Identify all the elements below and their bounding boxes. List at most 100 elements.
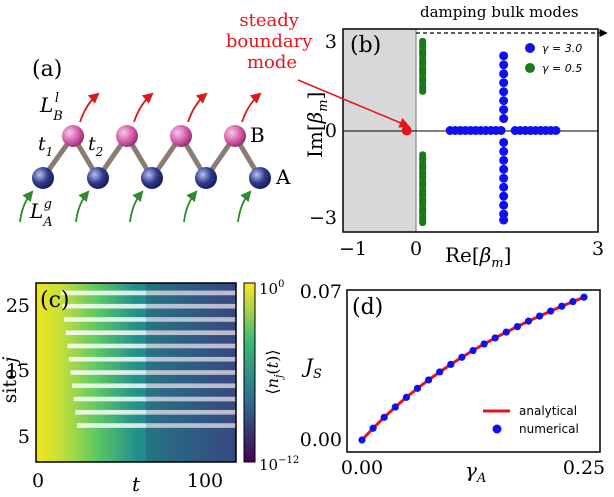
c-ylabel: site j [0,357,21,404]
d-numerical-point-4 [402,393,410,401]
d-ytick-007: 0.07 [300,281,342,303]
loss-arrows [79,92,262,123]
site-b-1 [62,125,84,147]
d-numerical-point-2 [380,413,388,421]
b-point-gamma30-10 [496,126,506,135]
b-plot-frame [342,28,599,233]
c-stripe-site-18 [67,343,236,349]
b-point-gamma30-27 [499,114,509,124]
site-a-2 [87,167,109,189]
steady-annotation: steady boundary mode [226,10,318,73]
b-point-gamma05-2 [419,55,427,68]
b-legend-label-green: γ = 0.5 [542,62,582,75]
c-panel-label: (c) [40,288,70,313]
c-colorbar-bottom-tick: 10−12 [259,455,299,474]
t2-label: t2 [88,133,103,159]
b-ytick-neg3: −3 [309,207,337,229]
c-stripe-site-22 [64,317,236,322]
b-xlabel: Re[βm] [445,243,511,271]
b-point-gamma05-1 [419,46,427,59]
b-legend-marker-blue [525,43,535,53]
d-numerical-point-8 [447,360,455,368]
numerical-points [358,293,588,444]
b-legend: γ = 3.0 γ = 0.5 [525,42,582,75]
b-point-gamma30-20 [499,51,509,61]
d-y-ticks: 0.07 0.00 [300,281,342,451]
c-plot-frame [35,282,237,463]
steady-annotation-line2: boundary [226,31,313,52]
d-ytick-000: 0.00 [300,429,342,451]
d-ylabel: JS [301,354,322,382]
panel-d: (d) 0.07 0.00 0.00 0.25 γA JS analytical… [300,281,605,486]
c-heatmap-stripes [60,283,237,462]
b-point-gamma30-35 [499,200,509,210]
d-numerical-point-16 [536,312,544,320]
d-xlabel: γA [465,458,486,486]
b-point-gamma30-30 [499,155,509,165]
c-stripe-site-10 [73,396,236,402]
c-colorbar-top-tick: 100 [259,279,284,298]
b-point-gamma05-12 [419,205,427,218]
gain-arrow-3 [129,190,144,223]
site-a-label: A [275,165,291,189]
c-y-ticks: 25 15 5 [6,295,30,448]
c-ytick-25: 25 [6,295,30,317]
site-b-label: B [250,123,265,147]
b-xtick-3: 3 [592,238,604,260]
c-stripe-site-16 [68,356,236,362]
d-numerical-point-7 [436,368,444,376]
b-xtick-neg1: −1 [339,238,367,260]
d-numerical-point-0 [358,436,366,444]
b-point-gamma30-23 [499,78,509,88]
b-xtick-0: 0 [410,238,422,260]
steady-annotation-line1: steady [239,10,299,31]
c-stripe-site-24 [62,303,237,309]
steady-annotation-arrow [297,79,410,128]
loss-arrow-3 [187,92,208,123]
d-numerical-point-13 [502,328,510,336]
d-numerical-point-17 [547,307,555,315]
d-numerical-point-5 [413,384,422,392]
b-point-gamma30-22 [499,69,509,79]
b-point-gamma05-6 [419,151,427,164]
steady-annotation-line3: mode [247,52,297,73]
panel-c: (c) 25 15 5 0 100 t site j 100 10−12 ⟨nj… [0,279,299,496]
b-ytick-3: 3 [325,31,337,53]
site-a-1 [32,167,54,189]
site-b-3 [170,125,192,147]
d-legend: analytical numerical [483,404,579,436]
b-point-gamma30-33 [499,182,509,192]
b-scatter-points [419,37,561,227]
d-numerical-point-10 [469,346,477,355]
b-point-gamma05-13 [419,214,427,227]
c-stripe-site-12 [72,383,236,389]
site-a-4 [195,167,217,189]
b-point-gamma30-32 [499,173,509,183]
d-numerical-point-20 [580,293,588,301]
b-x-ticks: −1 0 3 [339,238,604,260]
panel-a: (a) [19,57,291,230]
c-stripe-site-26 [60,290,236,296]
c-stripe-site-6 [76,423,236,428]
b-point-gamma05-9 [419,178,427,191]
b-point-gamma30-31 [499,164,509,174]
b-point-gamma30-37 [499,215,509,225]
c-stripe-site-14 [70,370,237,375]
loss-operator-label: LBl [39,91,63,124]
d-legend-label-analytical: analytical [519,404,577,418]
c-stripe-site-20 [65,330,236,336]
d-numerical-point-11 [480,340,488,348]
b-point-gamma05-11 [419,196,427,209]
site-b-2 [116,125,138,147]
b-legend-label-blue: γ = 3.0 [542,42,582,55]
c-ytick-15: 15 [6,360,30,382]
gain-operator-label: LAg [29,197,53,230]
site-b-4 [224,125,246,147]
site-a-3 [141,167,163,189]
d-numerical-point-14 [513,323,522,331]
c-late-time-shade [146,283,236,462]
c-colorbar-label: ⟨nj(t)⟩ [263,349,285,394]
b-point-gamma05-0 [419,37,427,50]
b-point-gamma30-19 [551,126,561,135]
